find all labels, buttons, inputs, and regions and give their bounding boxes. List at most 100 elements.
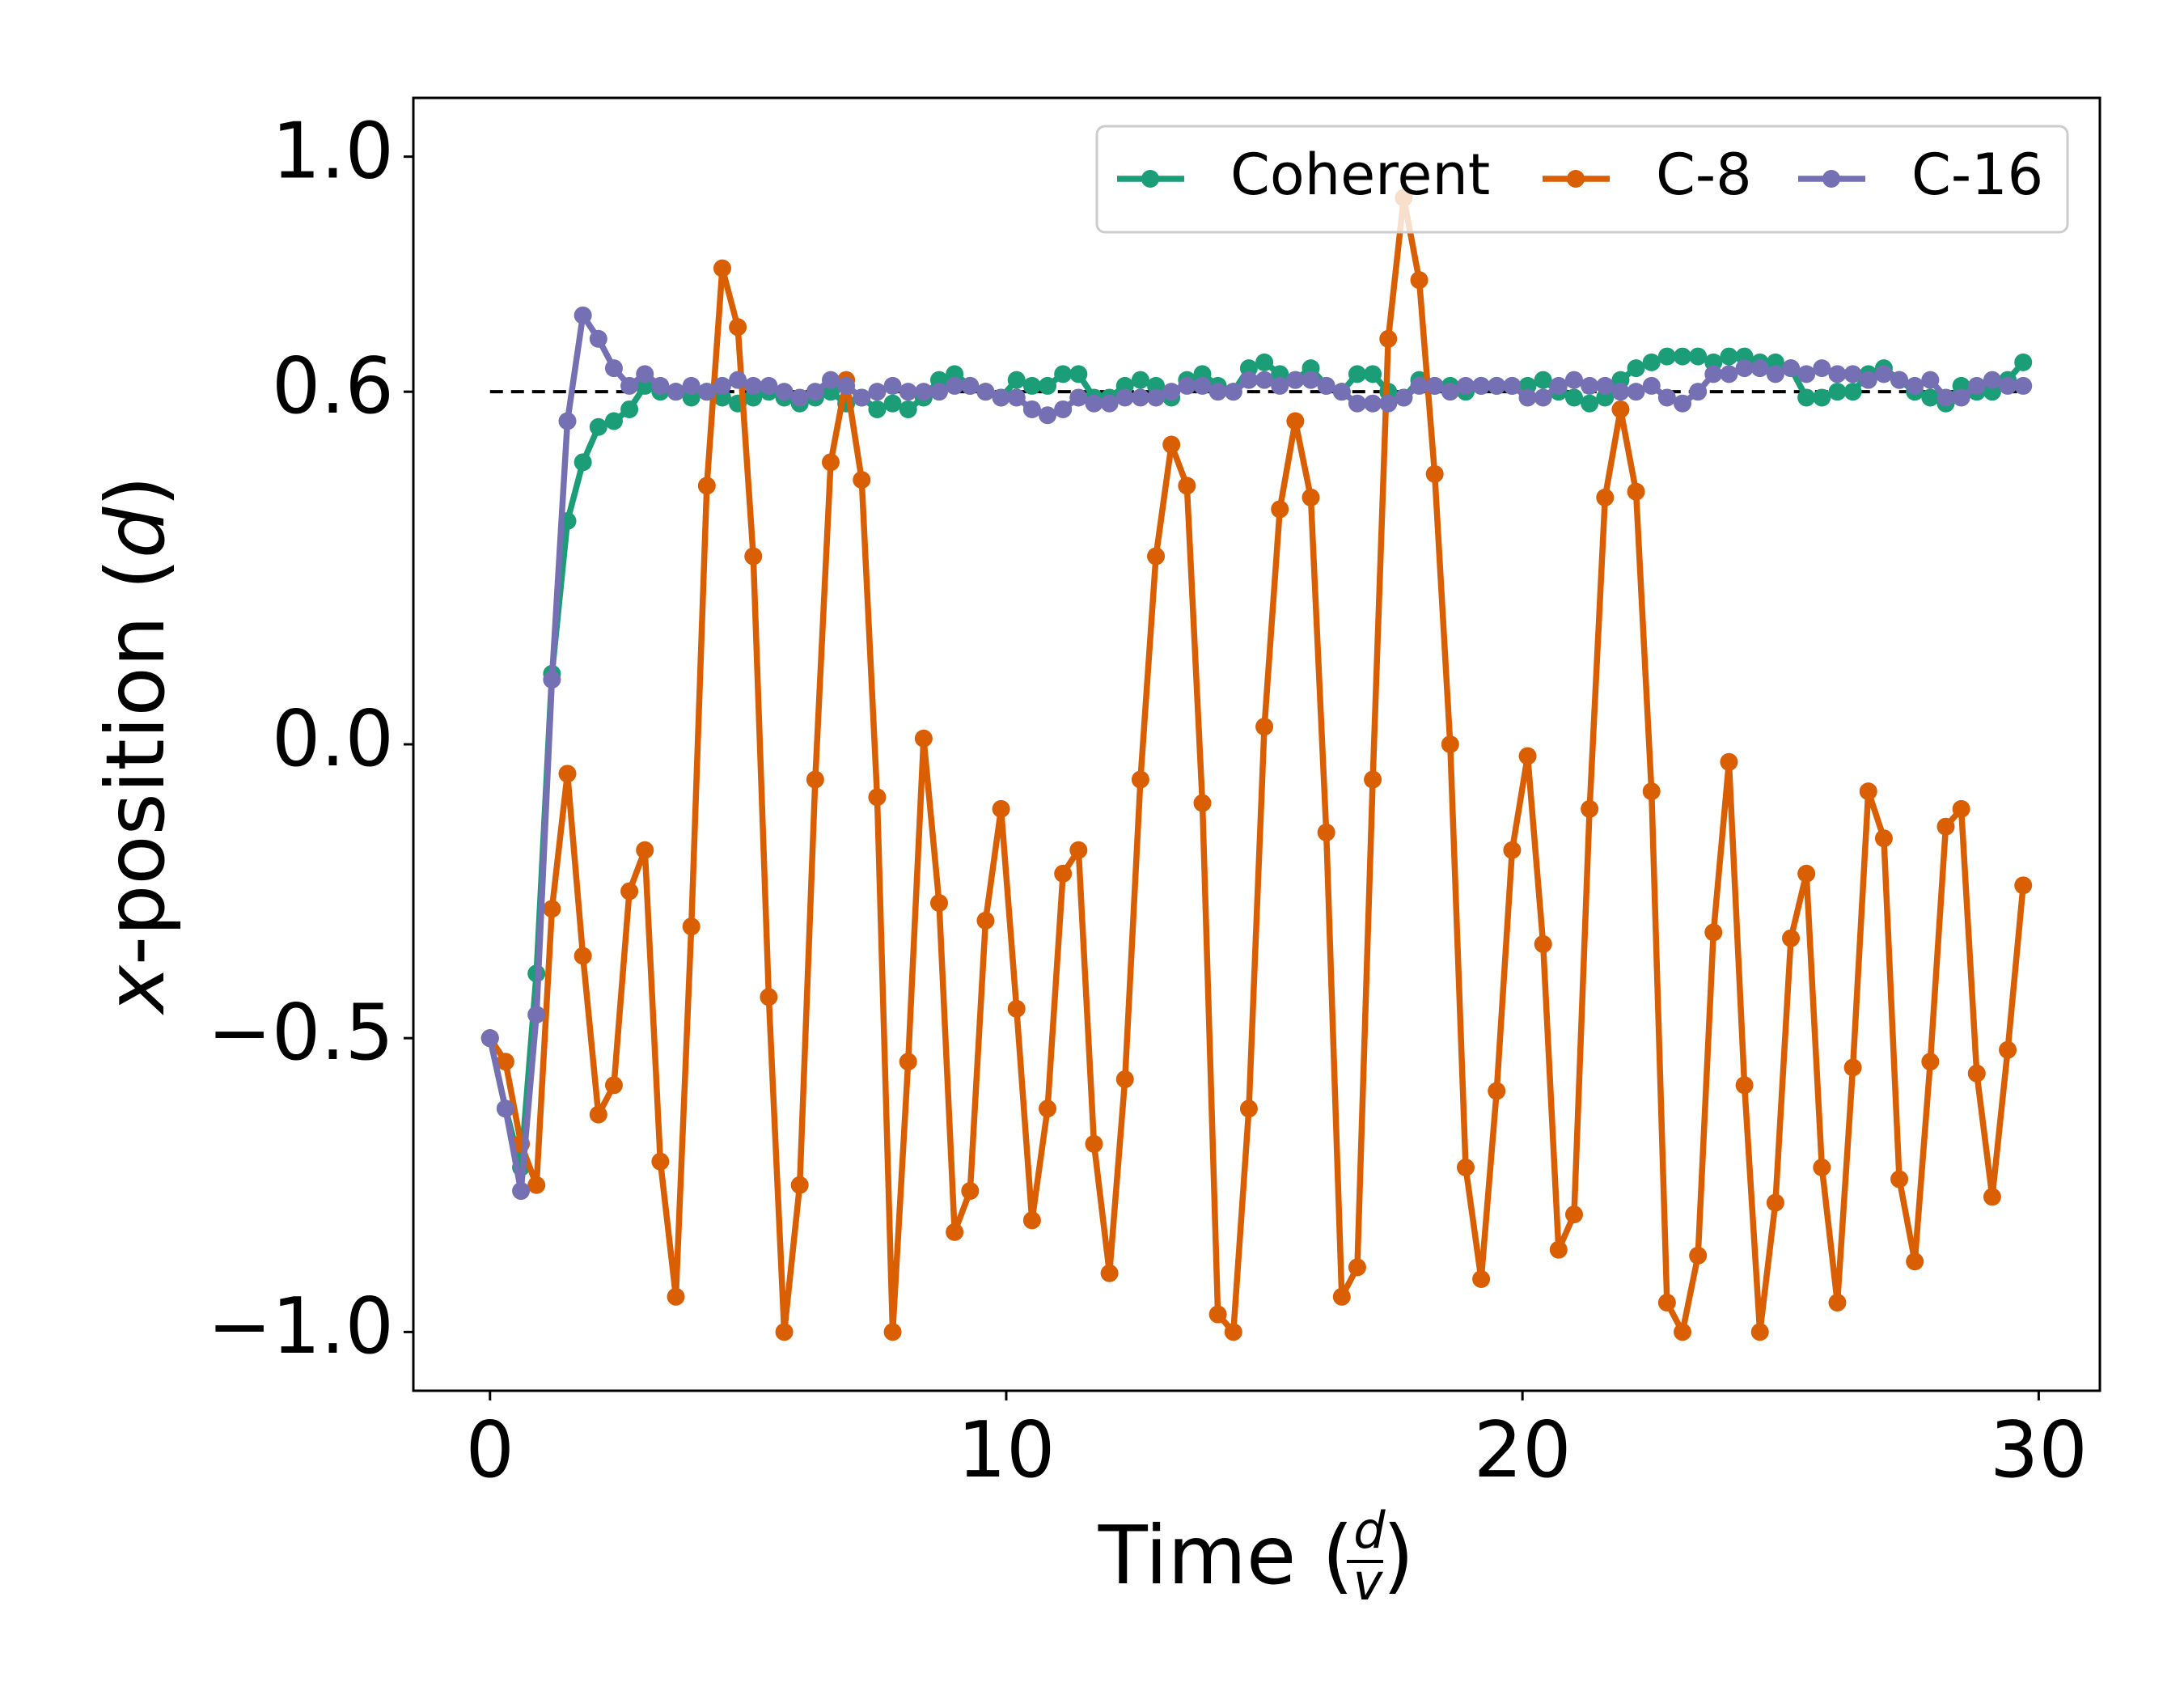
data-point <box>1906 1252 1924 1271</box>
data-point <box>1813 1158 1831 1176</box>
data-point <box>1813 359 1831 378</box>
data-point <box>1348 365 1366 383</box>
data-point <box>527 1176 546 1194</box>
data-point <box>1596 488 1615 506</box>
data-point <box>1843 1058 1862 1077</box>
legend-label: C-8 <box>1656 142 1752 208</box>
data-point <box>1859 782 1877 801</box>
data-point <box>1039 376 1057 395</box>
data-point <box>651 376 670 395</box>
data-point <box>1147 388 1166 407</box>
data-point <box>837 376 856 395</box>
data-point <box>744 547 763 566</box>
data-point <box>1828 365 1847 383</box>
data-point <box>914 383 933 401</box>
data-point <box>853 388 871 407</box>
data-point <box>604 359 623 378</box>
data-point <box>1441 383 1459 401</box>
data-point <box>1286 412 1305 430</box>
data-point <box>620 882 639 900</box>
data-point <box>760 988 778 1006</box>
data-point <box>883 1323 902 1341</box>
data-point <box>1704 365 1723 383</box>
data-point <box>604 1076 623 1095</box>
data-point <box>1874 365 1893 383</box>
data-point <box>1674 347 1692 366</box>
data-point <box>697 383 716 401</box>
data-point <box>1022 1211 1041 1230</box>
data-point <box>883 394 902 413</box>
data-point <box>1813 388 1831 407</box>
data-point <box>1503 376 1522 395</box>
data-point <box>480 1029 499 1048</box>
data-point <box>868 788 887 807</box>
data-point <box>1488 376 1506 395</box>
data-point <box>558 412 577 430</box>
data-point <box>1069 365 1088 383</box>
data-point <box>961 376 980 395</box>
data-point <box>1488 1082 1506 1100</box>
data-point <box>1332 1287 1351 1306</box>
data-point <box>558 765 577 783</box>
data-point <box>1952 799 1970 818</box>
axes-frame <box>412 96 2101 1392</box>
data-point <box>1797 864 1816 883</box>
data-point <box>543 671 561 689</box>
data-point <box>1054 365 1073 383</box>
data-point <box>899 400 917 418</box>
legend-label: Coherent <box>1230 142 1490 208</box>
data-point <box>806 770 824 789</box>
data-point <box>1518 747 1537 765</box>
data-point <box>883 376 902 395</box>
data-point <box>1131 388 1149 407</box>
data-point <box>620 376 639 395</box>
y-tick-label: 0.6 <box>272 342 394 431</box>
data-point <box>1581 799 1599 818</box>
data-point <box>1255 353 1274 371</box>
data-point <box>744 376 763 395</box>
legend-label: C-16 <box>1911 142 2043 208</box>
data-point <box>992 799 1010 818</box>
x-tick-label: 10 <box>958 1406 1056 1495</box>
data-point <box>1147 547 1166 566</box>
data-point <box>1364 365 1382 383</box>
data-point <box>589 417 607 436</box>
data-point <box>1936 388 1955 407</box>
data-point <box>1720 347 1738 366</box>
data-point <box>1611 383 1630 401</box>
x-tick-label: 20 <box>1474 1406 1572 1495</box>
data-point <box>1735 1076 1754 1095</box>
data-point <box>1178 477 1196 495</box>
data-point <box>636 365 654 383</box>
data-point <box>682 376 700 395</box>
data-point <box>790 1176 809 1194</box>
data-point <box>1766 1193 1784 1212</box>
data-point <box>1657 1294 1676 1312</box>
data-point <box>992 388 1010 407</box>
data-point <box>1131 371 1149 389</box>
y-tick-label: 1.0 <box>272 108 394 197</box>
data-point <box>1286 371 1305 389</box>
data-point <box>1843 383 1862 401</box>
data-point <box>1271 376 1289 395</box>
data-point <box>667 1287 685 1306</box>
data-point <box>1364 394 1382 413</box>
data-point <box>1890 1170 1909 1188</box>
data-point <box>775 383 794 401</box>
data-point <box>1379 394 1398 413</box>
data-point <box>1115 388 1134 407</box>
data-point <box>1704 923 1723 942</box>
data-point <box>682 917 700 936</box>
data-point <box>2014 876 2033 895</box>
data-point <box>1410 271 1428 290</box>
data-point <box>1022 400 1041 418</box>
y-axis-label: x-position (d) <box>88 476 183 1016</box>
data-point <box>1735 359 1754 378</box>
data-point <box>1921 1053 1940 1071</box>
data-point <box>1549 1240 1568 1259</box>
data-point <box>760 376 778 395</box>
data-point <box>1100 394 1119 413</box>
legend-marker <box>1822 170 1840 188</box>
data-point <box>589 329 607 348</box>
